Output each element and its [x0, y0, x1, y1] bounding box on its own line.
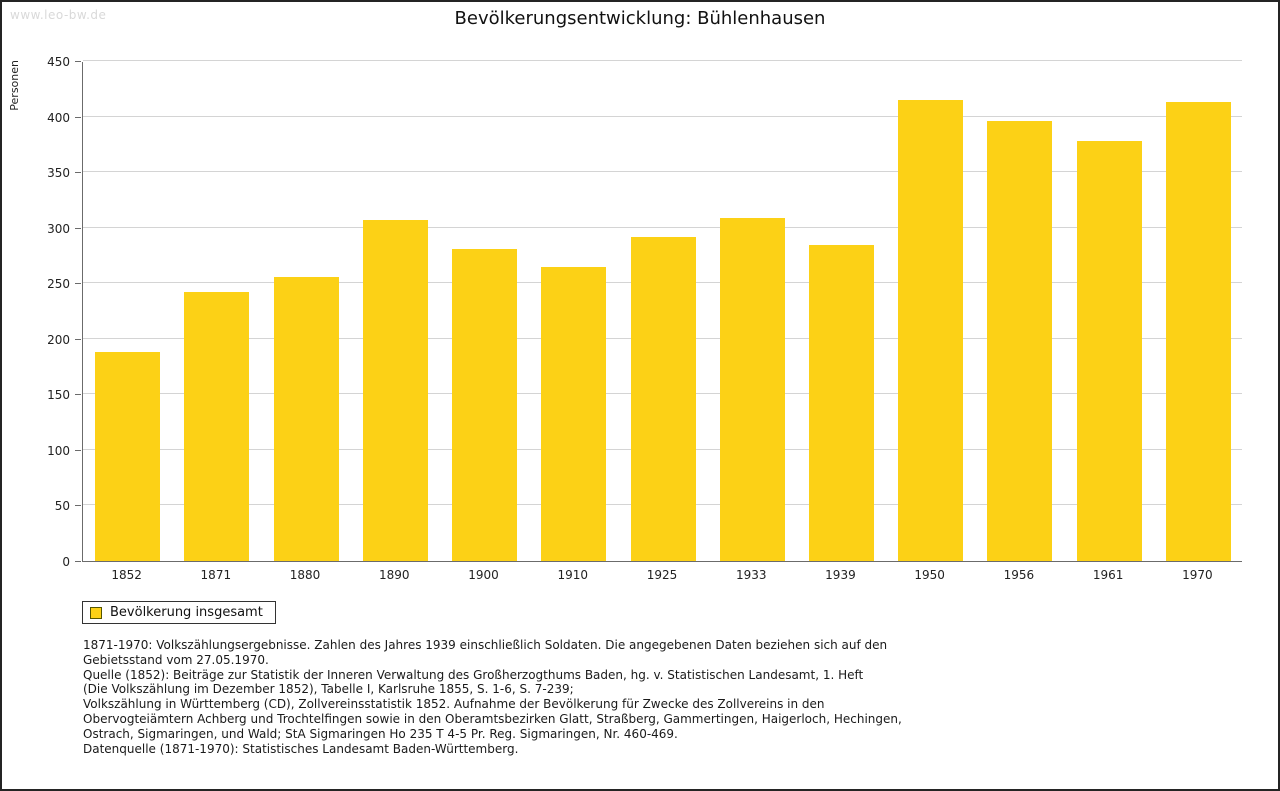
gridline — [83, 226, 1242, 228]
x-tick-label: 1900 — [468, 568, 499, 582]
gridline — [83, 115, 1242, 117]
x-tick-label: 1852 — [111, 568, 142, 582]
x-tick-label: 1933 — [735, 568, 767, 582]
watermark: www.leo-bw.de — [10, 8, 107, 22]
y-tick-mark — [75, 116, 81, 118]
bar-1961 — [1076, 141, 1142, 561]
x-tick-label: 1880 — [289, 568, 321, 582]
y-tick-mark — [75, 283, 81, 285]
x-tick-label: 1970 — [1182, 568, 1213, 582]
y-tick-label: 150 — [47, 388, 70, 403]
y-axis-ticks: 0 50 100 150 200 250 300 350 400 450 — [2, 55, 82, 569]
x-tick-label: 1956 — [1003, 568, 1035, 582]
bar-1852 — [95, 352, 161, 561]
y-tick-mark — [75, 561, 81, 562]
bar-1925 — [630, 236, 696, 561]
y-tick-mark — [75, 449, 81, 451]
y-tick-label: 200 — [47, 332, 70, 347]
y-tick-label: 250 — [47, 277, 70, 292]
y-tick-mark — [75, 505, 81, 507]
x-tick-label: 1910 — [557, 568, 589, 582]
x-tick-label: 1950 — [914, 568, 945, 582]
y-tick-mark — [75, 61, 81, 62]
bar-1933 — [719, 217, 785, 561]
footnote-line: Obervogteiämtern Achberg und Trochtelfin… — [83, 711, 902, 726]
y-tick-label: 400 — [47, 110, 70, 125]
x-tick-label: 1871 — [200, 568, 232, 582]
bar-1900 — [452, 248, 518, 561]
bar-1939 — [808, 245, 874, 561]
footnote-line: Ostrach, Sigmaringen, und Wald; StA Sigm… — [83, 726, 678, 741]
y-tick-mark — [75, 394, 81, 396]
footnote-line: Quelle (1852): Beiträge zur Statistik de… — [83, 667, 864, 682]
x-axis-labels: 1852 1871 1880 1890 1900 1910 1925 1933 1939 1950… — [82, 568, 1242, 586]
bar-1890 — [362, 219, 428, 561]
y-tick-label: 450 — [47, 55, 70, 69]
gridline — [83, 60, 1242, 61]
bar-1956 — [987, 121, 1053, 561]
y-tick-mark — [75, 172, 81, 174]
legend: Bevölkerung insgesamt — [82, 601, 276, 624]
x-tick-label: 1890 — [379, 568, 410, 582]
x-tick-label: 1939 — [825, 568, 856, 582]
bar-1950 — [898, 99, 964, 561]
datasource-line: Datenquelle (1871-1970): Statistisches L… — [83, 742, 519, 756]
bar-1880 — [273, 276, 339, 561]
x-tick-label: 1925 — [646, 568, 678, 582]
y-tick-mark — [75, 338, 81, 340]
legend-label: Bevölkerung insgesamt — [110, 605, 263, 620]
y-tick-label: 100 — [47, 443, 70, 458]
bar-1910 — [541, 266, 607, 561]
gridline — [83, 171, 1242, 173]
chart-title: Bevölkerungsentwicklung: Bühlenhausen — [454, 8, 826, 29]
bar-1970 — [1165, 102, 1231, 561]
footnote-line: Gebietsstand vom 27.05.1970. — [83, 652, 269, 667]
y-tick-label: 350 — [47, 166, 70, 181]
footnote-line: (Die Volkszählung im Dezember 1852), Tab… — [83, 682, 574, 697]
y-tick-label: 0 — [62, 555, 70, 569]
x-tick-label: 1961 — [1092, 568, 1124, 582]
bar-1871 — [184, 292, 250, 561]
footnote-line: 1871-1970: Volkszählungsergebnisse. Zahl… — [83, 638, 888, 652]
legend-swatch-icon — [90, 606, 102, 619]
plot-area — [82, 60, 1242, 562]
y-tick-label: 50 — [54, 499, 70, 514]
footnote-line: Volkszählung in Württemberg (CD), Zollve… — [83, 697, 825, 712]
y-tick-label: 300 — [47, 221, 70, 236]
footnotes: 1871-1970: Volkszählungsergebnisse. Zahl… — [83, 638, 1213, 742]
y-tick-mark — [75, 227, 81, 229]
